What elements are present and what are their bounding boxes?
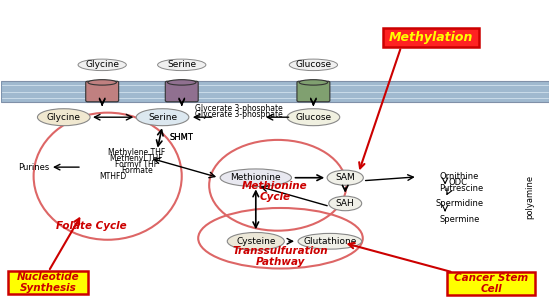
Text: SHMT: SHMT [169,133,194,142]
Text: Methenyl THF: Methenyl THF [111,154,163,163]
Text: Formyl THF: Formyl THF [115,160,158,169]
Ellipse shape [227,233,284,250]
Text: Glucose: Glucose [295,60,332,69]
Bar [1,81,549,102]
FancyBboxPatch shape [166,81,198,102]
Text: Glycerate 3-phosphate: Glycerate 3-phosphate [195,110,283,119]
Text: Ornithine: Ornithine [439,172,479,181]
Text: Methionine
Cycle: Methionine Cycle [242,181,308,202]
Text: SHMT: SHMT [169,133,194,142]
Text: Formate: Formate [121,166,153,175]
Ellipse shape [78,59,126,71]
Text: SAM: SAM [336,173,355,182]
Ellipse shape [299,80,328,85]
Text: SAH: SAH [336,199,355,208]
Text: ODC: ODC [448,178,467,187]
Text: Putrescine: Putrescine [439,185,484,193]
Text: Glutathione: Glutathione [303,237,356,246]
Text: Transsulfuration
Pathway: Transsulfuration Pathway [233,246,328,267]
Ellipse shape [298,233,362,249]
Text: Serine: Serine [148,113,177,122]
Ellipse shape [88,80,117,85]
Text: Spermine: Spermine [439,215,480,224]
Ellipse shape [37,109,90,126]
FancyBboxPatch shape [447,272,535,295]
Text: Serine: Serine [167,60,196,69]
Text: Glycine: Glycine [47,113,81,122]
Text: Glucose: Glucose [295,113,332,122]
Ellipse shape [329,196,362,211]
Text: Spermidine: Spermidine [436,199,484,208]
Ellipse shape [287,109,340,126]
Ellipse shape [136,109,189,126]
FancyBboxPatch shape [8,271,89,294]
Ellipse shape [220,169,292,186]
Text: Cysteine: Cysteine [236,237,276,246]
Ellipse shape [158,59,206,71]
Text: Cancer Stem
Cell: Cancer Stem Cell [454,272,528,294]
Text: Methionine: Methionine [230,173,281,182]
Ellipse shape [167,80,196,85]
Text: Methylation: Methylation [389,31,473,44]
FancyBboxPatch shape [86,81,119,102]
Text: Glycerate 3-phosphate: Glycerate 3-phosphate [195,104,283,113]
Text: MTHFD: MTHFD [100,172,127,181]
Text: Nucleotide
Synthesis: Nucleotide Synthesis [17,272,80,293]
Text: polyamine: polyamine [526,175,535,219]
Text: Purines: Purines [18,163,50,172]
FancyBboxPatch shape [383,28,479,47]
Text: Folate Cycle: Folate Cycle [56,221,126,231]
Ellipse shape [327,170,364,185]
Ellipse shape [289,59,338,71]
Text: Glycine: Glycine [85,60,119,69]
FancyBboxPatch shape [297,81,330,102]
Text: Methylene THF: Methylene THF [108,147,166,157]
